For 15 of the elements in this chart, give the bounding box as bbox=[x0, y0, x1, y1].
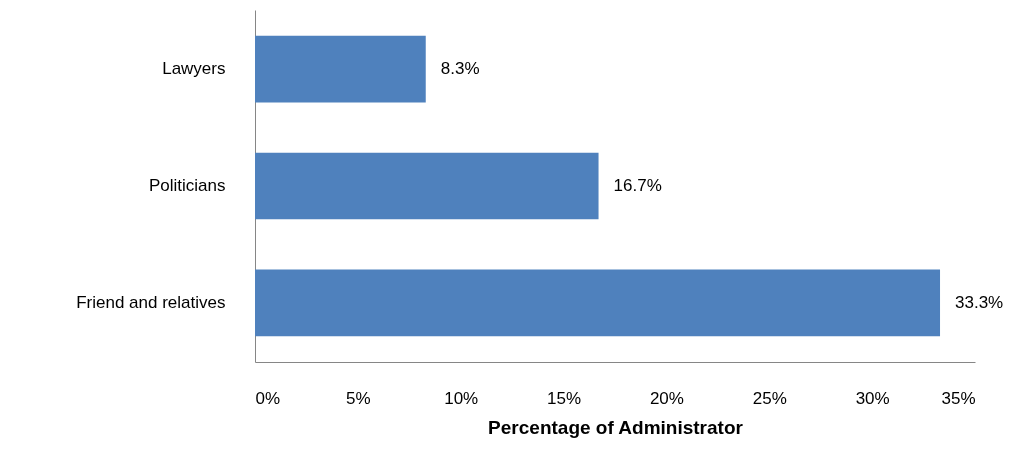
x-tick-label: 15% bbox=[547, 388, 582, 408]
x-tick-label: 20% bbox=[649, 388, 684, 408]
x-tick-label: 10% bbox=[444, 388, 479, 408]
data-label: 8.3% bbox=[440, 59, 480, 79]
x-tick-label: 30% bbox=[855, 388, 890, 408]
x-tick-label: 35% bbox=[941, 388, 976, 408]
x-tick-label: 0% bbox=[255, 388, 281, 408]
y-tick-label: Politicians bbox=[148, 176, 226, 195]
x-axis-title: Percentage of Administrator bbox=[488, 416, 744, 438]
y-tick-label: Friend and relatives bbox=[76, 292, 226, 312]
data-label: 16.7% bbox=[613, 176, 662, 195]
x-tick-label: 5% bbox=[346, 388, 371, 408]
data-label: 33.3% bbox=[955, 292, 1004, 312]
x-tick-label: 25% bbox=[752, 388, 787, 408]
y-tick-label: Lawyers bbox=[162, 59, 226, 79]
